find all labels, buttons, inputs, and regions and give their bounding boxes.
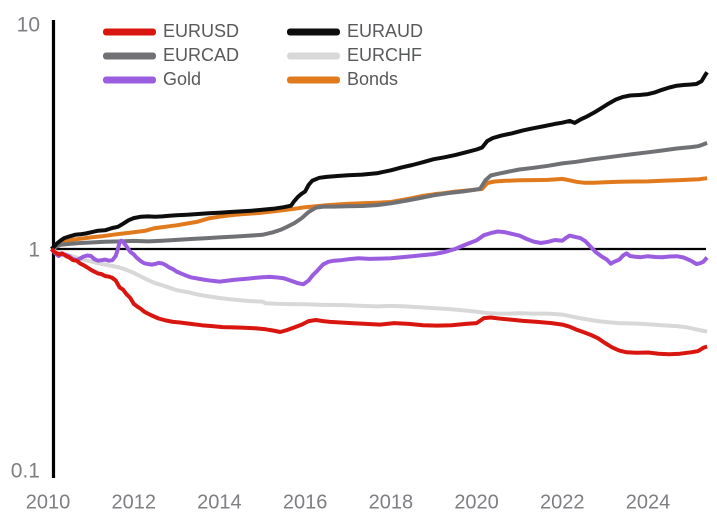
legend-swatch-gold — [103, 76, 156, 84]
legend-label-gold: Gold — [163, 69, 201, 89]
x-tick-label-2024: 2024 — [626, 491, 671, 513]
legend-label-eurusd: EURUSD — [163, 21, 239, 41]
legend-swatch-bonds — [287, 76, 340, 84]
legend-item-eurcad: EURCAD — [103, 45, 239, 65]
legend-label-bonds: Bonds — [347, 69, 398, 89]
x-tick-label-2018: 2018 — [369, 491, 414, 513]
series-line-eurusd — [50, 247, 708, 357]
legend-item-bonds: Bonds — [287, 69, 398, 89]
legend-label-eurcad: EURCAD — [163, 45, 239, 65]
series-line-bonds — [50, 176, 708, 251]
x-tick-label-2014: 2014 — [197, 491, 242, 513]
legend-item-eurchf: EURCHF — [287, 45, 422, 65]
x-tick-label-2020: 2020 — [454, 491, 499, 513]
series-line-euraud — [50, 71, 709, 251]
x-tick-label-2016: 2016 — [283, 491, 328, 513]
y-tick-label-10: 10 — [17, 14, 40, 37]
x-tick-label-2012: 2012 — [111, 491, 156, 513]
legend-item-eurusd: EURUSD — [103, 21, 239, 41]
x-tick-label-2010: 2010 — [26, 491, 71, 513]
legend-item-euraud: EURAUD — [287, 21, 423, 41]
y-tick-label-0.1: 0.1 — [11, 460, 40, 483]
series-line-eurcad — [50, 141, 708, 251]
legend-label-euraud: EURAUD — [347, 21, 423, 41]
legend-swatch-eurchf — [287, 52, 340, 60]
legend-item-gold: Gold — [103, 69, 201, 89]
y-tick-label-1: 1 — [28, 239, 40, 262]
x-tick-label-2022: 2022 — [540, 491, 585, 513]
series-line-eurchf — [50, 247, 708, 334]
legend-swatch-eurusd — [103, 28, 156, 36]
series-line-gold — [49, 229, 709, 287]
legend-label-eurchf: EURCHF — [347, 45, 422, 65]
legend-swatch-euraud — [287, 28, 340, 36]
legend-swatch-eurcad — [103, 52, 156, 60]
